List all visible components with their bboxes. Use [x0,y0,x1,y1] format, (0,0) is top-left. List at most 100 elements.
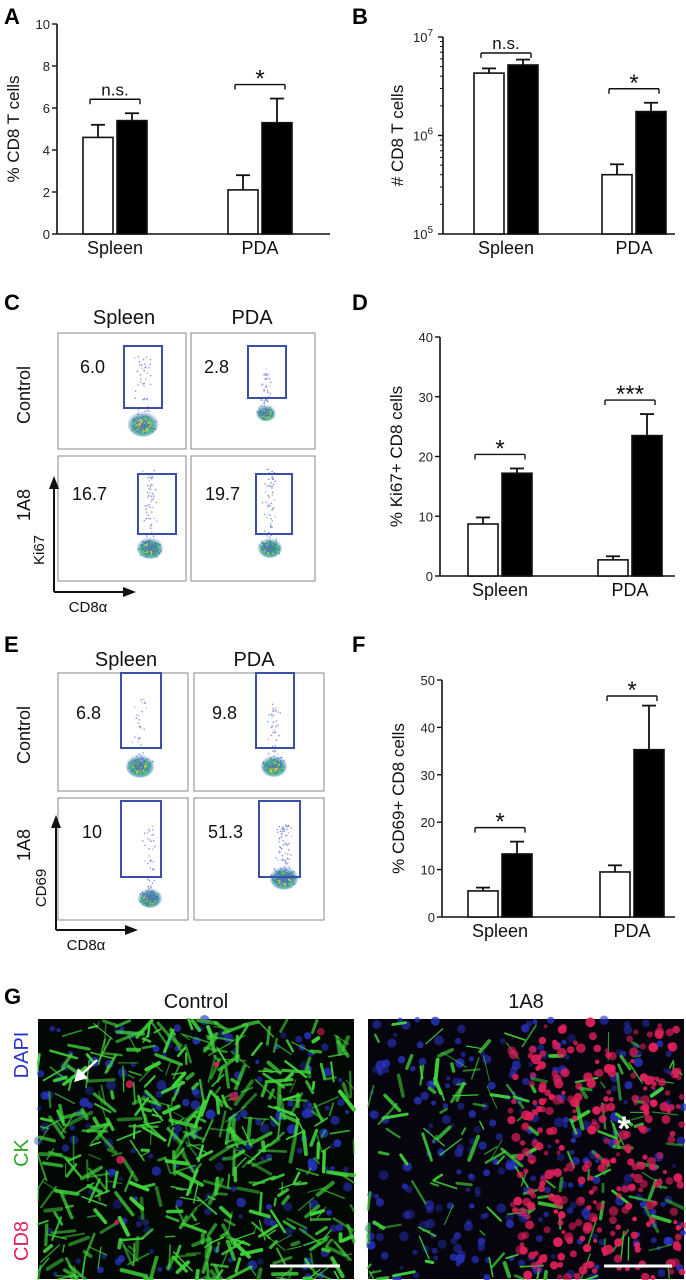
event-dot [278,841,280,843]
cd8-cell [644,1115,653,1124]
cd8-cell [549,1169,556,1176]
ck-fiber [251,1221,271,1240]
y-tick-label: 105 [413,225,433,242]
event-dot [148,410,150,413]
ck-fiber [263,1067,274,1074]
cd8-cell [584,1260,593,1269]
event-dot [151,549,153,552]
event-dot [138,364,141,366]
event-dot [290,827,293,829]
cd8-cell [557,1211,566,1219]
event-dot [273,881,275,884]
cd8-cell [517,1232,526,1241]
ck-fiber [217,1054,241,1072]
event-dot [141,761,144,764]
event-dot [141,427,144,429]
nucleus [372,1020,382,1030]
event-dot [283,830,286,833]
event-dot [261,413,263,415]
ck-fiber [527,1125,540,1136]
y-tick-label: 106 [413,127,433,144]
ck-fiber [166,1127,183,1144]
event-dot [273,868,276,870]
y-tick-label: 0 [428,910,435,925]
event-dot [280,868,283,870]
event-dot [142,421,144,423]
ck-fiber [513,1274,525,1280]
category-label: PDA [615,238,652,258]
cd8-cell [552,1094,563,1105]
nucleus [302,1100,312,1110]
event-dot [265,398,267,401]
event-dot [273,714,276,717]
event-dot [268,377,271,380]
cd8-cell [603,1096,609,1102]
image-title-control: Control [164,991,228,1013]
event-dot [147,553,150,555]
panel-label-d: D [352,290,368,315]
event-dot [285,824,287,827]
event-dot [282,826,285,828]
event-dot [147,765,149,767]
nucleus [473,1126,481,1134]
y-tick-label: 20 [421,815,435,830]
event-dot [287,880,290,882]
event-dot [276,765,279,767]
ck-fiber [230,1034,246,1043]
event-dot [282,884,284,886]
event-dot [266,769,269,771]
event-dot [147,885,149,888]
cd8-cell [665,1177,674,1185]
event-dot [143,398,145,401]
event-dot [275,770,278,772]
event-dot [155,501,158,504]
micrograph-1a8-texture [364,1015,686,1280]
event-dot [148,828,150,831]
cd8-cell [650,1043,658,1051]
ck-fiber [139,1196,145,1220]
ck-fiber [342,1253,353,1257]
flow-e-pct: 51.3 [208,822,243,842]
event-dot [278,850,281,853]
nucleus [106,1080,116,1091]
flow-c-col-spleen: Spleen [93,307,155,329]
cd8-cell [563,1167,568,1172]
ck-fiber [228,1126,239,1149]
event-dot [276,757,279,760]
ck-fiber [134,1097,150,1117]
nucleus [205,1109,216,1120]
event-dot [282,844,285,846]
arrow-icon [74,1059,98,1082]
cd8-cell [630,1173,635,1178]
category-label: Spleen [472,921,528,941]
nucleus [393,1032,398,1038]
event-dot [263,513,266,516]
event-dot [268,761,270,764]
event-dot [150,548,152,550]
cd8-cell [575,1196,585,1206]
nucleus [343,1182,353,1192]
event-dot [274,731,277,734]
event-dot [148,889,151,891]
cd8-cell [114,1219,120,1225]
nucleus [378,1170,389,1181]
cd8-cell [593,1044,602,1053]
ck-fiber [157,1156,167,1162]
nucleus [446,1076,451,1081]
ck-fiber [419,1064,425,1086]
nucleus [416,1041,424,1049]
cd8-cell [621,1185,629,1193]
event-dot [131,741,134,743]
nucleus [381,1059,391,1068]
y-tick-label: 4 [43,143,50,158]
ck-fiber [512,1095,530,1103]
event-dot [146,504,148,507]
event-dot [141,764,143,767]
event-dot [274,744,277,747]
event-dot [139,893,142,896]
nucleus [142,1219,150,1226]
nucleus [431,1247,438,1254]
event-dot [267,738,270,741]
